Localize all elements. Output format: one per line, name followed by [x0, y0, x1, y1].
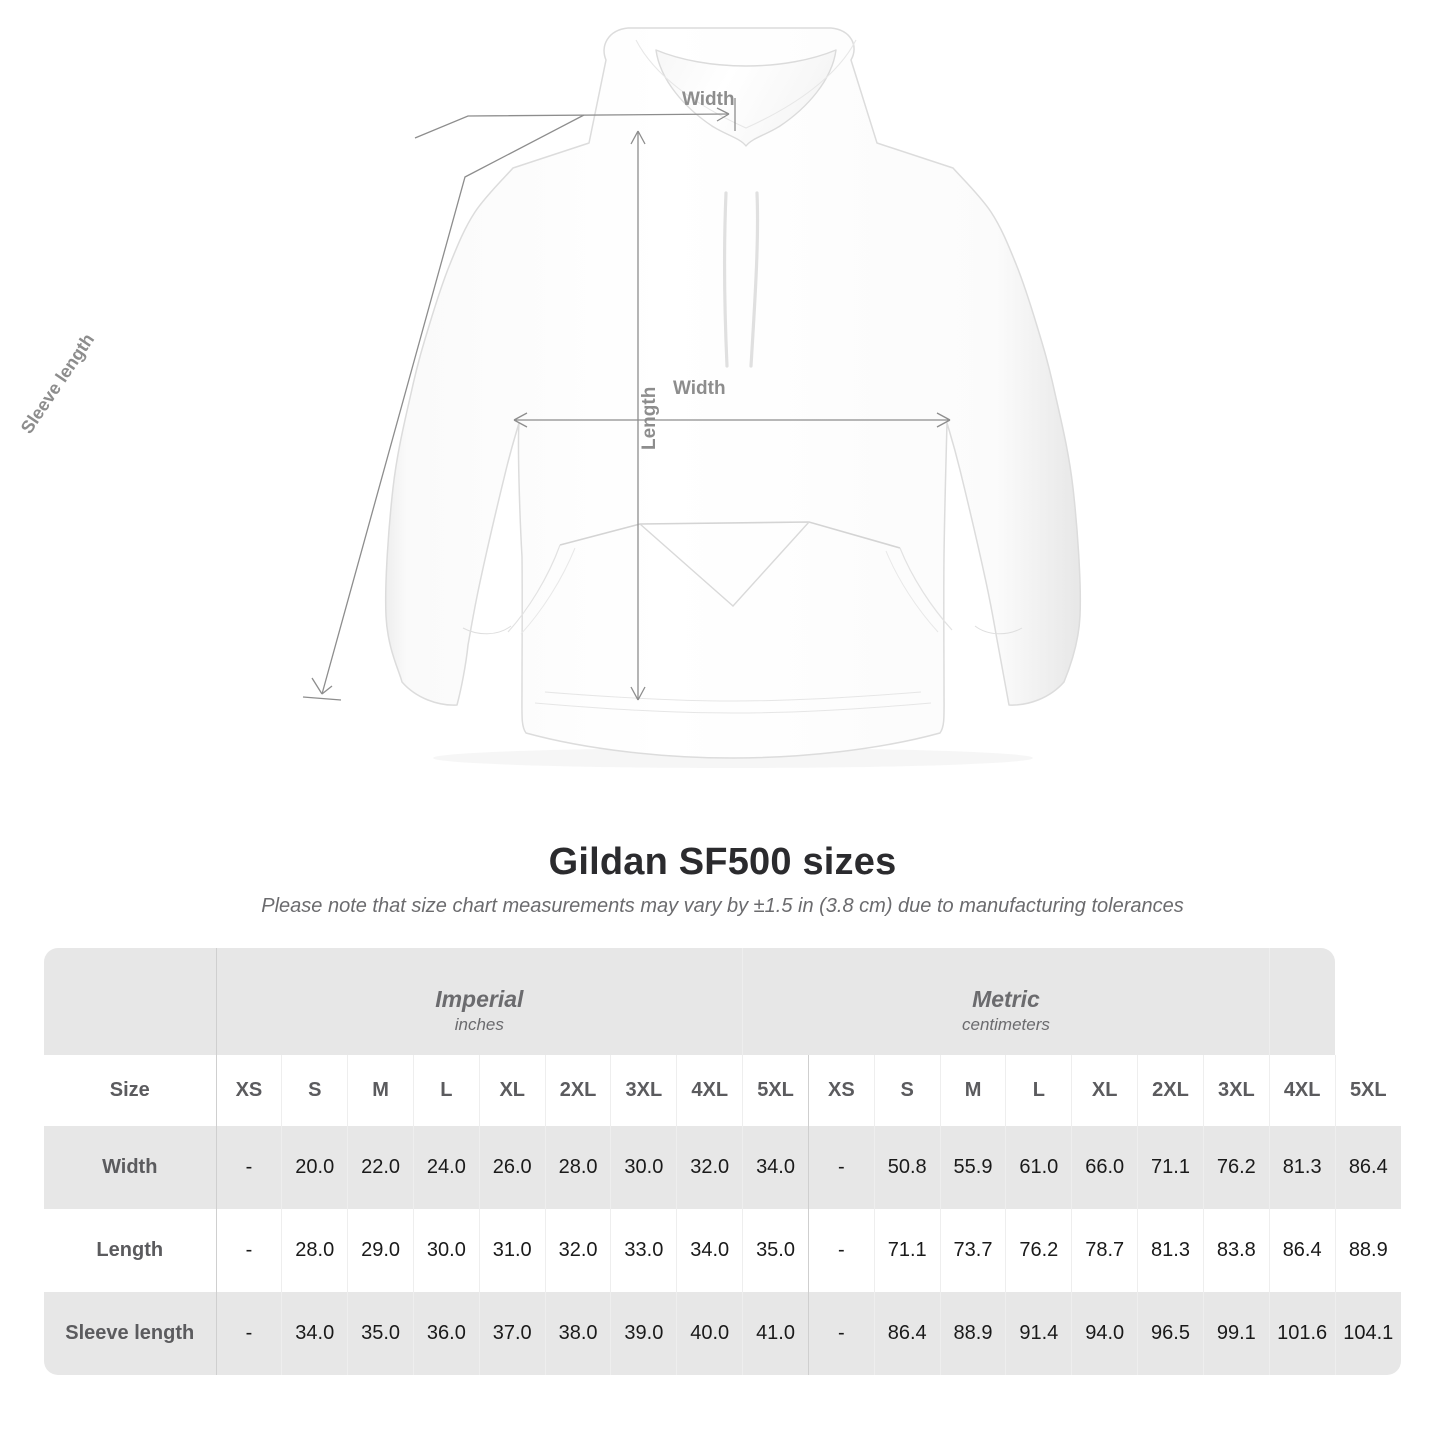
svg-text:Length: Length [639, 387, 660, 450]
svg-text:Sleeve length: Sleeve length [17, 330, 98, 437]
svg-text:Width: Width [682, 89, 735, 110]
svg-text:Width: Width [673, 378, 726, 399]
